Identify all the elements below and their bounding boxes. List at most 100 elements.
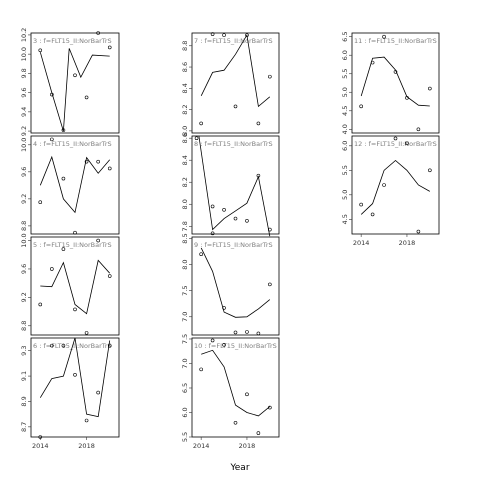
data-point xyxy=(61,176,66,181)
data-point xyxy=(233,104,238,109)
data-point xyxy=(96,390,100,395)
y-tick-label: 4.5 xyxy=(341,106,349,116)
data-point xyxy=(370,60,375,65)
data-point xyxy=(416,127,421,132)
panel-frame xyxy=(30,32,120,134)
x-axis-label: Year xyxy=(229,463,249,473)
data-point xyxy=(222,33,226,37)
panel-12: 12 : f=FLT15_II:NorBarTrS 4.5 5.0 5.5 6.0 201… xyxy=(341,135,440,247)
y-tick-label: 9.2 xyxy=(20,194,28,204)
y-tick-label: 8.4 xyxy=(181,155,189,165)
data-point xyxy=(194,136,199,141)
data-point xyxy=(256,121,261,126)
y-tick-label: 5.0 xyxy=(341,87,349,97)
data-point xyxy=(233,216,238,221)
y-tick-label: 7.0 xyxy=(181,312,189,322)
y-tick-label: 10.2 xyxy=(20,28,28,42)
data-point xyxy=(73,230,77,235)
data-point xyxy=(84,331,89,335)
data-point xyxy=(222,306,226,310)
data-point xyxy=(245,392,249,397)
y-tick-label: 7.5 xyxy=(181,286,189,296)
data-point xyxy=(405,141,409,146)
y-tick-label: 8.0 xyxy=(181,126,189,136)
data-point xyxy=(256,331,261,336)
data-point xyxy=(61,343,66,348)
data-point xyxy=(84,159,89,164)
y-tick-label: 4.5 xyxy=(341,214,349,224)
y-tick-label: 8.0 xyxy=(181,199,189,209)
series-line xyxy=(200,33,271,108)
panel-7: 7 : f=FLT15_II:NorBarTrS 8.0 8.2 8.4 8.6 8.8 xyxy=(181,32,280,136)
y-tick-label: 10.0 xyxy=(20,47,28,61)
data-point xyxy=(268,227,272,232)
panel-strip-label: 8 : f=FLT15_II:NorBarTrS xyxy=(194,140,273,148)
data-point xyxy=(84,418,89,423)
data-point xyxy=(73,373,77,377)
data-point xyxy=(416,229,421,234)
panel-frame xyxy=(351,135,440,235)
panel-3: 3 : f=FLT15_II:NorBarTrS 9.2 9.4 9.6 9.8 10.0… xyxy=(20,28,120,136)
series-line xyxy=(200,247,271,318)
panel-strip-label: 10 : f=FLT15_II:NorBarTrS xyxy=(194,342,277,350)
data-point xyxy=(382,34,386,39)
data-point xyxy=(107,343,112,348)
panel-4: 4 : f=FLT15_II:NorBarTrS 8.8 9.2 9.6 10.0 xyxy=(20,135,120,235)
y-tick-label: 6.0 xyxy=(341,50,349,60)
series-line xyxy=(40,259,110,315)
data-point xyxy=(210,231,215,236)
y-tick-label: 10.0 xyxy=(20,233,28,247)
series-line xyxy=(360,56,430,107)
series-line xyxy=(39,337,111,418)
y-tick-label: 7.8 xyxy=(181,221,189,231)
panel-strip-label: 12 : f=FLT15_II:NorBarTrS xyxy=(354,140,437,148)
panel-strip-label: 5 : f=FLT15_II:NorBarTrS xyxy=(33,241,112,249)
y-tick-label: 5.5 xyxy=(341,165,349,175)
data-point xyxy=(50,267,54,271)
data-point xyxy=(96,238,100,243)
x-tick-label: 2018 xyxy=(239,442,256,450)
y-tick-label: 7.0 xyxy=(181,358,189,368)
y-tick-label: 9.3 xyxy=(20,346,28,356)
panel-11: 11 : f=FLT15_II:NorBarTrS 4.0 4.5 5.0 5.5 6.0… xyxy=(341,32,440,134)
data-point xyxy=(428,168,432,173)
y-tick-label: 8.8 xyxy=(181,41,189,51)
data-point xyxy=(245,33,249,37)
panel-8: 8 : f=FLT15_II:NorBarTrS 7.8 8.0 8.2 8.4 8.6 xyxy=(181,133,280,237)
y-tick-label: 5.0 xyxy=(341,190,349,200)
data-point xyxy=(233,330,238,335)
data-point xyxy=(233,420,238,425)
y-tick-label: 9.4 xyxy=(20,107,28,117)
data-point xyxy=(359,104,363,109)
data-point xyxy=(84,95,89,100)
panel-strip-label: 9 : f=FLT15_II:NorBarTrS xyxy=(194,241,273,249)
panel-strip-label: 3 : f=FLT15_II:NorBarTrS xyxy=(33,37,112,45)
y-tick-label: 9.8 xyxy=(20,68,28,78)
data-point xyxy=(245,218,249,223)
y-tick-label: 6.0 xyxy=(341,141,349,151)
series-line xyxy=(39,155,111,214)
data-point xyxy=(405,96,409,100)
data-point xyxy=(428,86,432,91)
y-tick-label: 5.5 xyxy=(341,69,349,79)
y-tick-label: 8.0 xyxy=(181,259,189,269)
panel-strip-label: 4 : f=FLT15_II:NorBarTrS xyxy=(33,140,112,148)
data-point xyxy=(210,204,215,209)
panel-frame xyxy=(30,337,120,438)
panel-9: 9 : f=FLT15_II:NorBarTrS 7.0 7.5 8.0 8.5 xyxy=(181,231,280,336)
panel-frame xyxy=(351,32,440,134)
data-point xyxy=(210,32,215,36)
x-tick-label: 2014 xyxy=(353,239,370,247)
data-point xyxy=(38,200,43,205)
y-tick-label: 9.2 xyxy=(20,292,28,302)
data-point xyxy=(107,274,112,278)
panel-strip-label: 11 : f=FLT15_II:NorBarTrS xyxy=(354,37,437,45)
y-tick-label: 8.7 xyxy=(20,422,28,432)
data-point xyxy=(61,128,66,132)
data-point xyxy=(107,166,112,171)
y-tick-label: 9.6 xyxy=(20,167,28,177)
data-point xyxy=(268,405,272,410)
y-tick-label: 9.2 xyxy=(20,126,28,136)
panel-6: 6 : f=FLT15_II:NorBarTrS8.78.99.19.32014… xyxy=(20,337,120,450)
